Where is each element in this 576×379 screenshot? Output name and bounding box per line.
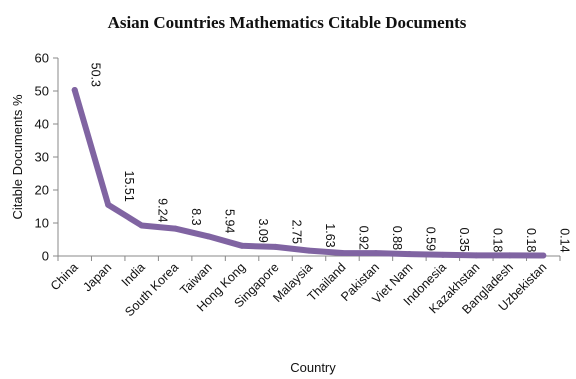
data-point — [473, 252, 480, 259]
data-point — [138, 222, 145, 229]
y-tick-label: 50 — [35, 84, 49, 99]
data-point — [205, 233, 212, 240]
data-point — [105, 201, 112, 208]
data-label: 0.59 — [423, 227, 437, 251]
data-point — [540, 252, 547, 259]
data-label: 0.92 — [356, 226, 370, 250]
data-label: 1.63 — [323, 223, 337, 247]
y-tick-label: 60 — [35, 51, 49, 66]
y-tick-label: 10 — [35, 216, 49, 231]
y-axis-title: Citable Documents % — [10, 94, 25, 219]
data-label: 50.3 — [89, 63, 103, 87]
data-point — [506, 252, 513, 259]
data-label: 5.94 — [223, 209, 237, 233]
data-label: 0.14 — [557, 228, 571, 252]
data-point — [406, 251, 413, 258]
data-label: 9.24 — [156, 198, 170, 222]
y-tick-label: 20 — [35, 183, 49, 198]
series-line — [71, 87, 547, 259]
y-tick-label: 30 — [35, 150, 49, 165]
data-label: 2.75 — [290, 220, 304, 244]
data-point — [372, 250, 379, 257]
data-label: 0.88 — [390, 226, 404, 250]
y-tick-label: 0 — [42, 249, 49, 264]
data-point — [439, 251, 446, 258]
data-point — [172, 225, 179, 232]
data-point — [339, 249, 346, 256]
data-point — [272, 243, 279, 250]
chart-title: Asian Countries Mathematics Citable Docu… — [108, 13, 467, 32]
data-label: 0.35 — [457, 228, 471, 252]
data-point — [239, 242, 246, 249]
data-point — [71, 87, 78, 94]
data-label: 0.18 — [490, 228, 504, 252]
data-label: 0.18 — [524, 228, 538, 252]
data-label: 3.09 — [256, 218, 270, 242]
data-label: 8.3 — [189, 208, 203, 225]
y-tick-label: 40 — [35, 117, 49, 132]
data-point — [306, 247, 312, 254]
x-axis-title: Country — [290, 360, 336, 375]
data-label: 15.51 — [122, 171, 136, 202]
x-category-label: China — [48, 260, 81, 293]
x-category-label: India — [119, 260, 148, 289]
x-category-label: Japan — [80, 260, 114, 294]
